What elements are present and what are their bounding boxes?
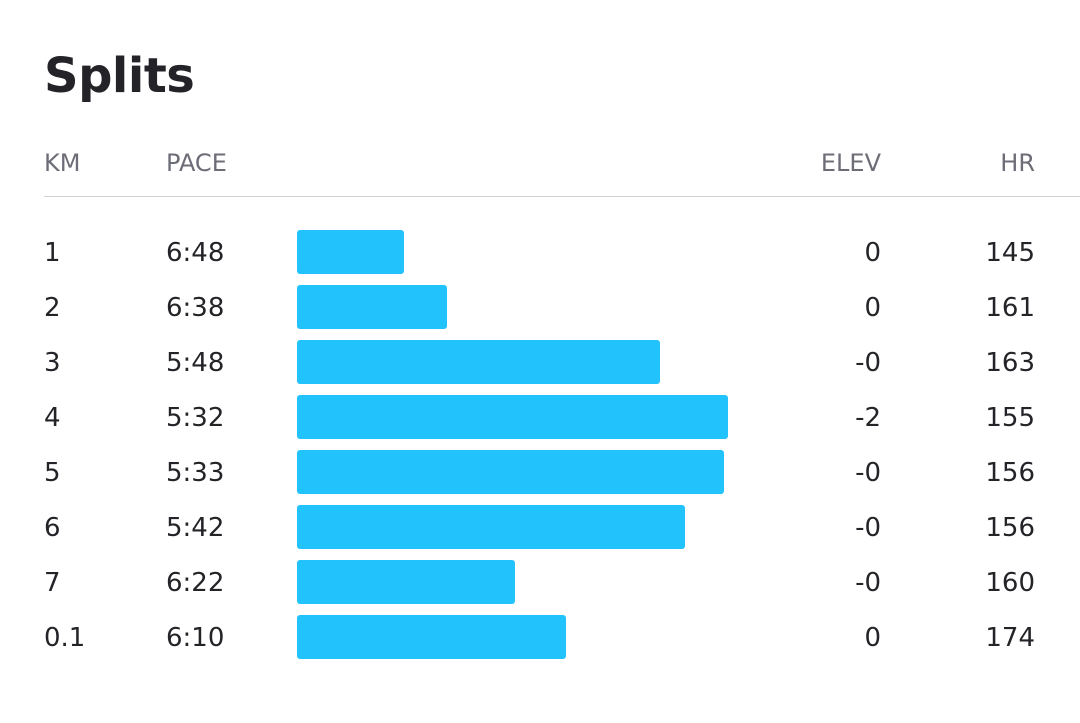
hr: 163	[985, 348, 1035, 378]
elev: 0	[864, 293, 881, 323]
pace-bar	[297, 230, 404, 274]
title: Splits	[44, 48, 195, 104]
elev: -0	[855, 458, 881, 488]
pace: 5:33	[166, 458, 225, 488]
hr: 160	[985, 568, 1035, 598]
km: 0.1	[44, 623, 86, 653]
hr: 156	[985, 513, 1035, 543]
hr: 156	[985, 458, 1035, 488]
pace-bar	[297, 340, 660, 384]
elev: 0	[864, 623, 881, 653]
elev: 0	[864, 238, 881, 268]
column-header: HR	[1000, 149, 1035, 177]
divider	[44, 196, 1080, 197]
km: 7	[44, 568, 61, 598]
pace-bar	[297, 285, 447, 329]
elev: -2	[855, 403, 881, 433]
column-header: PACE	[166, 149, 227, 177]
hr: 155	[985, 403, 1035, 433]
pace-bar	[297, 615, 566, 659]
pace: 5:48	[166, 348, 225, 378]
pace: 5:32	[166, 403, 225, 433]
km: 5	[44, 458, 61, 488]
hr: 145	[985, 238, 1035, 268]
km: 1	[44, 238, 61, 268]
column-header: ELEV	[820, 149, 881, 177]
km: 6	[44, 513, 61, 543]
hr: 161	[985, 293, 1035, 323]
km: 3	[44, 348, 61, 378]
pace-bar	[297, 560, 515, 604]
pace: 6:10	[166, 623, 225, 653]
hr: 174	[985, 623, 1035, 653]
km: 4	[44, 403, 61, 433]
pace-bar	[297, 395, 728, 439]
column-header: KM	[44, 149, 81, 177]
km: 2	[44, 293, 61, 323]
elev: -0	[855, 568, 881, 598]
pace: 6:38	[166, 293, 225, 323]
pace-bar	[297, 450, 724, 494]
elev: -0	[855, 348, 881, 378]
pace-bar	[297, 505, 686, 549]
pace: 6:48	[166, 238, 225, 268]
pace: 5:42	[166, 513, 225, 543]
pace: 6:22	[166, 568, 225, 598]
elev: -0	[855, 513, 881, 543]
